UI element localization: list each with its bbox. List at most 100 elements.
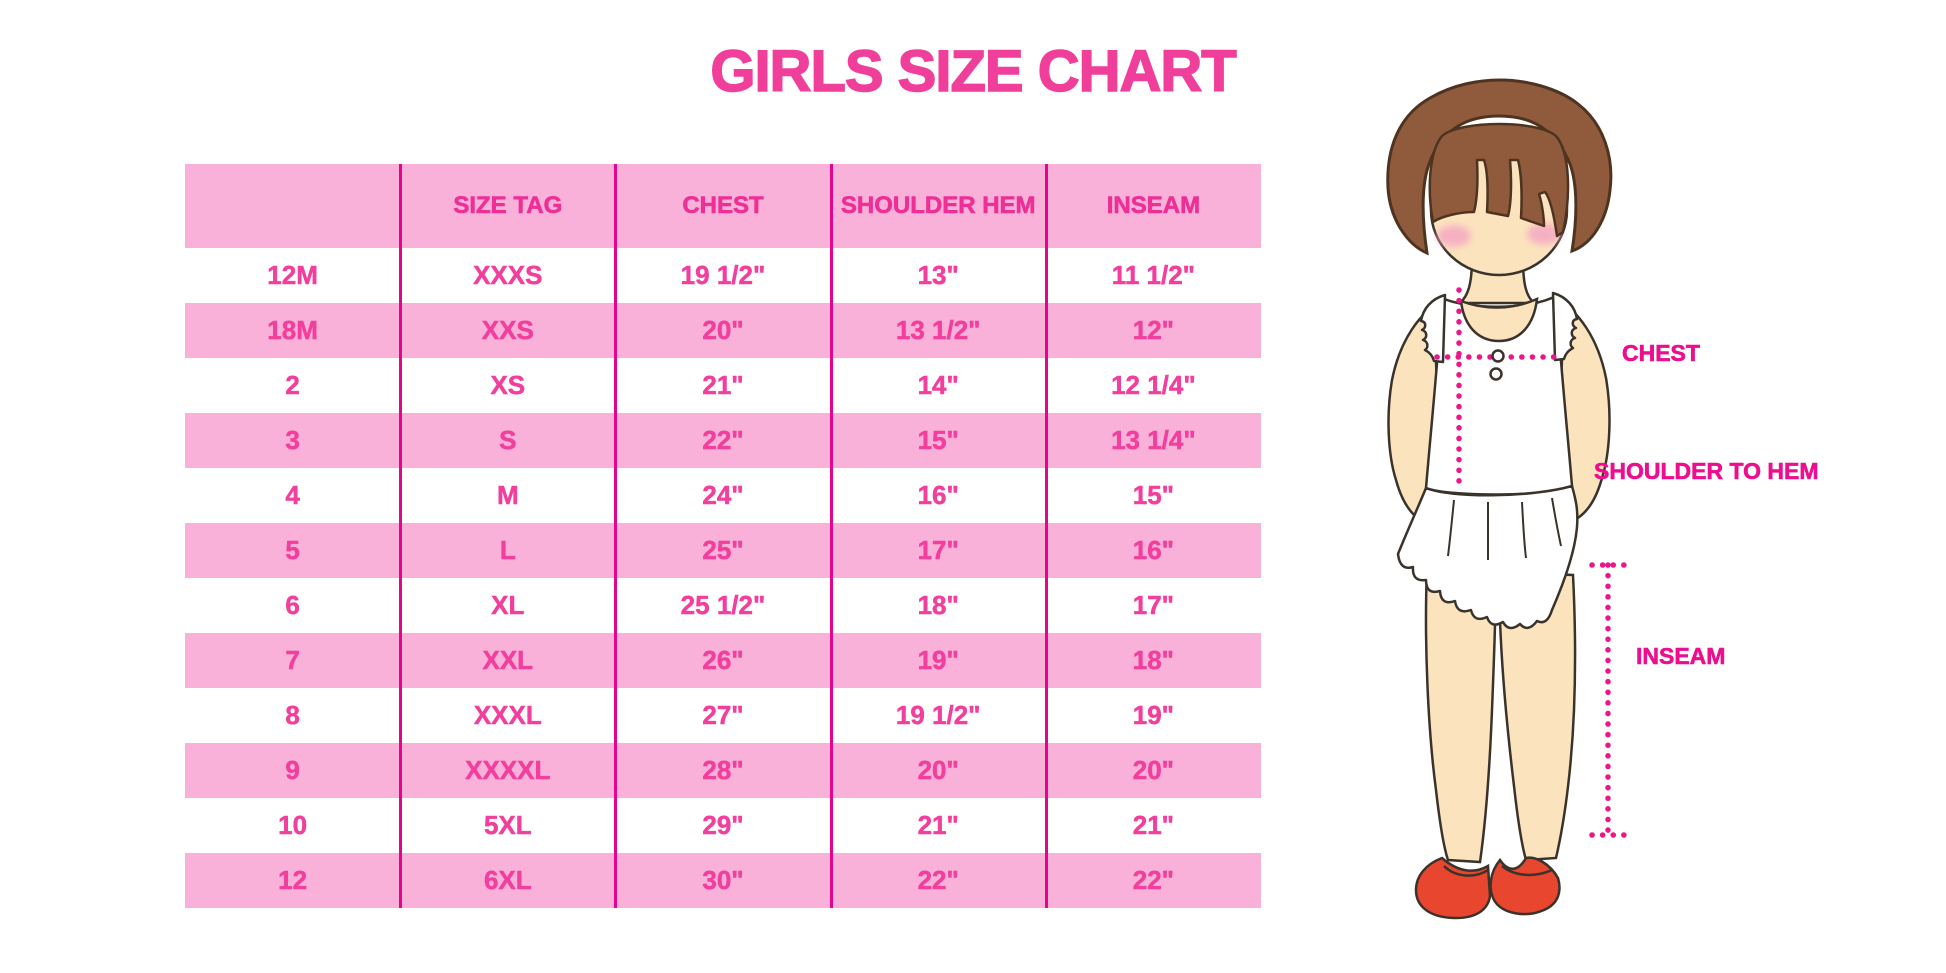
table-cell: XS — [490, 370, 526, 401]
table-cell: 18" — [917, 590, 959, 621]
table-cell: 13 1/4" — [1111, 425, 1196, 456]
table-cell: 19 1/2" — [895, 700, 981, 731]
header-cell-inseam: INSEAM — [1106, 192, 1201, 220]
table-cell: 22" — [1132, 865, 1175, 896]
table-cell: 12M — [267, 260, 318, 291]
girl-illustration — [1330, 60, 1900, 950]
table-cell: 2 — [285, 370, 300, 401]
inseam-dotted-line — [1589, 562, 1629, 838]
table-cell: 29" — [702, 810, 744, 841]
table-cell: 11 1/2" — [1111, 260, 1196, 291]
table-cell: 19" — [1132, 700, 1175, 731]
table-cell: 12" — [1132, 315, 1175, 346]
table-row: 12 6XL 30" 22" 22" — [185, 853, 1261, 908]
table-row: 7 XXL 26" 19" 18" — [185, 633, 1261, 688]
neckline-scoop — [1459, 296, 1539, 343]
table-cell: 6 — [285, 590, 300, 621]
girl-illustration-svg — [1386, 78, 1629, 920]
table-cell: 9 — [285, 755, 300, 786]
table-cell: 13 1/2" — [895, 315, 981, 346]
table-cell: 7 — [285, 645, 300, 676]
size-table: SIZE TAG CHEST SHOULDER HEM INSEAM 12M XX… — [185, 164, 1261, 908]
table-row: 8 XXXL 27" 19 1/2" 19" — [185, 688, 1261, 743]
table-cell: 5 — [285, 535, 300, 566]
table-cell: 27" — [702, 700, 744, 731]
table-cell: 26" — [702, 645, 744, 676]
table-column-divider — [829, 164, 833, 908]
table-cell: M — [496, 480, 519, 511]
blush-left — [1437, 225, 1471, 247]
table-column-divider — [399, 164, 403, 908]
header-cell-shoulder-hem: SHOULDER HEM — [840, 192, 1036, 220]
skirt-gather-lines — [1447, 497, 1562, 560]
table-cell: XXL — [482, 645, 534, 676]
left-leg — [1424, 566, 1498, 864]
table-cell: XXXL — [473, 700, 542, 731]
size-table-header: SIZE TAG CHEST SHOULDER HEM INSEAM — [185, 164, 1261, 248]
table-cell: 5XL — [483, 810, 532, 841]
inseam-label: INSEAM — [1636, 643, 1726, 669]
table-cell: 16" — [1132, 535, 1175, 566]
table-column-divider — [1044, 164, 1048, 908]
shoulder-to-hem-label: SHOULDER TO HEM — [1594, 458, 1819, 484]
table-cell: XXXS — [473, 260, 543, 291]
header-cell-chest: CHEST — [682, 192, 764, 220]
right-leg — [1497, 570, 1577, 862]
table-cell: 10 — [278, 810, 308, 841]
table-row: 4 M 24" 16" 15" — [185, 468, 1261, 523]
hair — [1386, 78, 1613, 256]
table-cell: 28" — [702, 755, 744, 786]
table-cell: 15" — [917, 425, 959, 456]
table-row: 18M XXS 20" 13 1/2" 12" — [185, 303, 1261, 358]
table-cell: 4 — [285, 480, 300, 511]
table-cell: 3 — [285, 425, 300, 456]
table-cell: 18M — [267, 315, 318, 346]
left-shoe — [1414, 856, 1492, 920]
right-shoe-strap — [1501, 865, 1553, 877]
table-cell: XXXXL — [465, 755, 551, 786]
right-shoulder-ruffle — [1551, 291, 1579, 362]
table-row: 10 5XL 29" 21" 21" — [185, 798, 1261, 853]
table-cell: 19 1/2" — [680, 260, 766, 291]
table-cell: 19" — [917, 645, 959, 676]
table-cell: XL — [491, 590, 525, 621]
table-cell: 18" — [1132, 645, 1175, 676]
table-cell: XXS — [481, 315, 535, 346]
right-shoe — [1489, 856, 1561, 916]
table-cell: S — [499, 425, 517, 456]
table-cell: 21" — [1132, 810, 1175, 841]
chest-label: CHEST — [1622, 340, 1701, 366]
table-cell: 17" — [1132, 590, 1175, 621]
table-cell: 14" — [917, 370, 959, 401]
table-row: 6 XL 25 1/2" 18" 17" — [185, 578, 1261, 633]
table-cell: 21" — [917, 810, 959, 841]
table-cell: 25 1/2" — [680, 590, 766, 621]
table-row: 3 S 22" 15" 13 1/4" — [185, 413, 1261, 468]
table-cell: 20" — [1132, 755, 1175, 786]
table-cell: 16" — [917, 480, 959, 511]
table-cell: 12 — [278, 865, 308, 896]
bottom-button — [1489, 367, 1503, 381]
table-cell: 22" — [917, 865, 959, 896]
table-column-divider — [614, 164, 618, 908]
table-cell: 21" — [702, 370, 744, 401]
table-cell: 22" — [702, 425, 744, 456]
left-shoulder-ruffle — [1419, 293, 1447, 364]
table-cell: 12 1/4" — [1111, 370, 1196, 401]
bangs — [1428, 122, 1570, 238]
table-row: 5 L 25" 17" 16" — [185, 523, 1261, 578]
size-table-rows: 12M XXXS 19 1/2" 13" 11 1/2" 18M XXS 20" 13 1/2"… — [185, 248, 1261, 908]
table-cell: 20" — [702, 315, 744, 346]
table-row: 9 XXXXL 28" 20" 20" — [185, 743, 1261, 798]
left-shoe-strap — [1443, 865, 1489, 877]
table-cell: 30" — [702, 865, 744, 896]
table-cell: 24" — [702, 480, 744, 511]
table-cell: 15" — [1132, 480, 1175, 511]
table-row: 2 XS 21" 14" 12 1/4" — [185, 358, 1261, 413]
table-cell: 13" — [917, 260, 959, 291]
table-cell: 6XL — [483, 865, 532, 896]
table-cell: 17" — [917, 535, 959, 566]
table-cell: L — [499, 535, 516, 566]
table-cell: 8 — [285, 700, 300, 731]
